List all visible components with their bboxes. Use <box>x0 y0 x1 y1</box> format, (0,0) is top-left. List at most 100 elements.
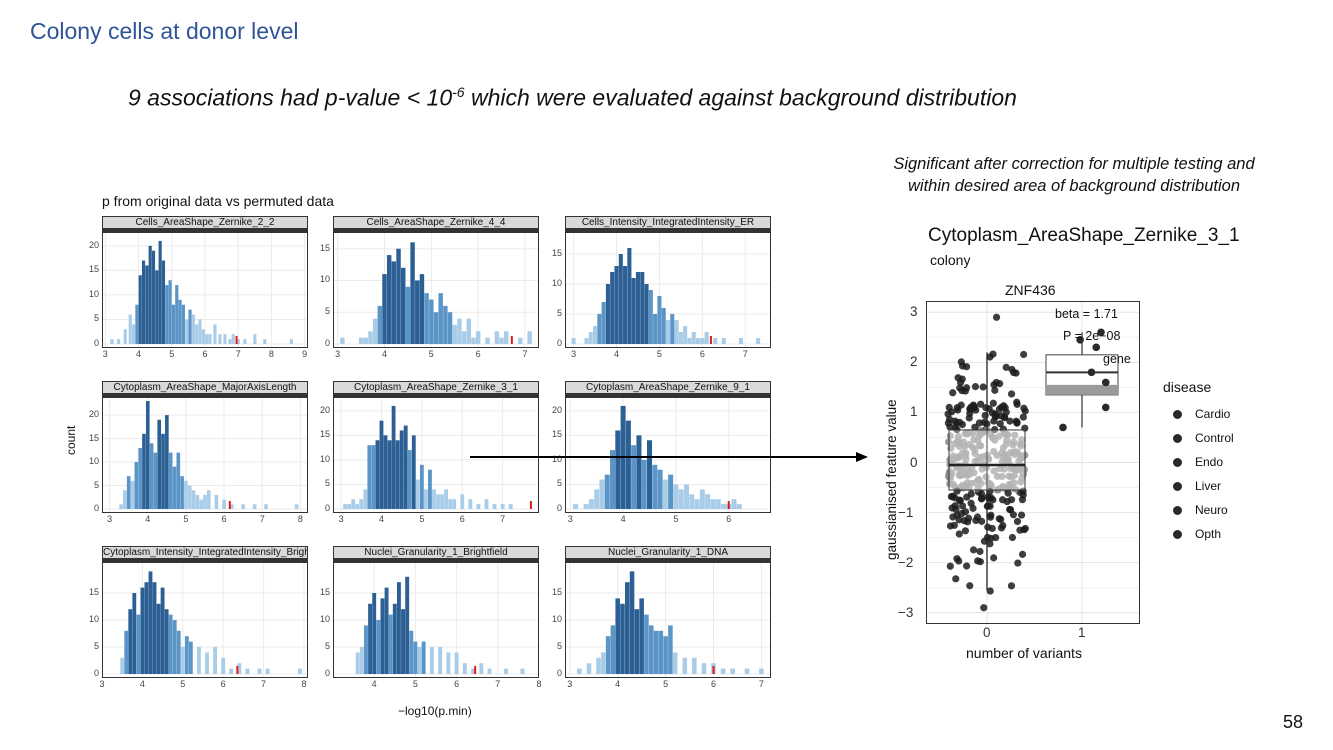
data-point <box>1004 431 1012 439</box>
histogram-bar <box>213 647 218 674</box>
histogram-bar <box>484 499 489 509</box>
histogram-bar <box>500 504 505 509</box>
x-tick-label: 0 <box>983 625 991 640</box>
histogram-bar <box>615 430 621 509</box>
histogram-bar <box>148 245 152 344</box>
histogram-bar <box>380 598 385 674</box>
panel-strip-label: Cells_AreaShape_Zernike_4_4 <box>333 216 539 232</box>
x-tick-label: 4 <box>620 514 626 524</box>
x-tick-label: 5 <box>169 349 175 359</box>
histogram-bar <box>131 324 136 344</box>
histogram-bar <box>157 419 162 509</box>
histogram-bar <box>180 647 185 674</box>
histogram-bar <box>601 652 606 674</box>
histogram-bar <box>155 270 159 344</box>
histogram-plot <box>565 562 771 678</box>
panel-border <box>565 397 771 513</box>
y-tick-label: 5 <box>324 641 330 651</box>
y-tick-label: 5 <box>93 313 99 324</box>
histogram-bar <box>692 657 697 674</box>
histogram-bar <box>359 499 364 509</box>
data-point <box>1011 485 1019 493</box>
facet-gene-label: ZNF436 <box>1005 282 1056 298</box>
histogram-bar <box>639 598 644 674</box>
data-point <box>989 399 997 407</box>
slide-title: Colony cells at donor level <box>30 18 299 44</box>
y-tick-label: 20 <box>319 404 330 415</box>
histogram-bar <box>110 339 114 344</box>
data-point <box>955 496 964 504</box>
histogram-bar <box>372 593 377 674</box>
histogram-bar <box>298 668 302 674</box>
histogram-bar <box>452 324 457 344</box>
data-point <box>992 313 1001 321</box>
data-point <box>950 521 958 529</box>
panel-strip-label: Cells_Intensity_IntegratedIntensity_ER <box>565 216 771 232</box>
histogram-bar <box>407 450 412 509</box>
histogram-bar <box>634 609 640 674</box>
histogram-bar <box>367 445 372 509</box>
histogram-bar <box>197 647 201 674</box>
data-point <box>967 479 975 487</box>
data-point <box>1059 423 1067 432</box>
x-tick-label: 8 <box>297 514 303 524</box>
panel-border <box>333 397 539 513</box>
data-point <box>1017 511 1026 519</box>
histogram-bar <box>191 490 196 509</box>
legend-item: Neuro <box>1173 502 1228 518</box>
histogram-bar <box>343 504 348 509</box>
histogram-bar <box>208 334 212 344</box>
histogram-bar <box>222 499 226 509</box>
data-point <box>963 430 972 438</box>
data-point <box>960 517 968 525</box>
y-tick-label: 10 <box>88 288 99 299</box>
y-tick-label: 10 <box>551 278 562 288</box>
data-point <box>946 423 954 431</box>
data-point <box>1019 413 1027 421</box>
y-tick-label: 20 <box>88 239 99 250</box>
data-point <box>999 444 1008 452</box>
panel-border <box>102 562 308 678</box>
panel-strip-label: Cytoplasm_AreaShape_Zernike_9_1 <box>565 381 771 397</box>
histogram-bar <box>438 647 443 674</box>
histogram-bar <box>479 663 484 674</box>
histogram-bar <box>144 582 149 674</box>
histogram-bar <box>647 440 653 509</box>
x-tick-label: 6 <box>459 514 465 524</box>
histogram-bar <box>468 499 473 509</box>
panel-strip-label: Cytoplasm_Intensity_IntegratedIntensity_… <box>102 546 308 562</box>
histogram-bar <box>610 625 616 674</box>
x-tick-label: 1 <box>1078 625 1086 640</box>
histogram-bar <box>720 668 726 674</box>
data-point <box>986 487 994 495</box>
data-point <box>1007 473 1015 481</box>
panel-border <box>333 562 539 678</box>
histogram-bar <box>438 293 443 344</box>
data-point <box>949 492 957 500</box>
histogram-bar <box>447 312 453 344</box>
histogram-bar <box>395 440 400 509</box>
data-point <box>990 448 998 456</box>
data-point <box>989 350 997 358</box>
histogram-bar <box>610 272 615 344</box>
histogram-bar <box>134 462 139 509</box>
histogram-bar <box>264 504 268 509</box>
y-tick-label: 3 <box>910 304 918 320</box>
y-tick-label: 0 <box>910 454 918 470</box>
histogram-bar <box>175 285 179 344</box>
y-tick-label: 20 <box>88 409 99 420</box>
y-tick-label: −3 <box>898 604 914 620</box>
histogram-bar <box>678 489 684 509</box>
data-point <box>999 521 1007 530</box>
data-point <box>996 420 1004 428</box>
histogram-bar <box>140 587 145 674</box>
data-point <box>955 453 963 461</box>
x-tick-label: 3 <box>99 679 105 689</box>
data-point <box>1007 582 1016 590</box>
histogram-bar <box>432 489 436 509</box>
histogram-bar <box>508 504 513 509</box>
histogram-bar <box>164 609 169 674</box>
y-tick-label: 0 <box>324 668 330 678</box>
data-point <box>1002 363 1010 371</box>
histogram-bar <box>195 494 200 509</box>
